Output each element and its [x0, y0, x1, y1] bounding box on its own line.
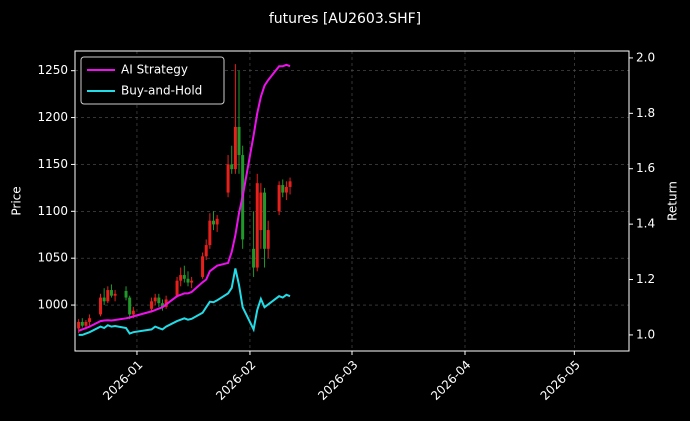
candle-body — [80, 321, 84, 326]
candle-body — [113, 293, 117, 296]
x-tick-label: 2026-04 — [428, 358, 473, 403]
y-tick-label: 1050 — [37, 251, 68, 265]
candle-body — [266, 230, 270, 249]
y-tick-label: 1200 — [37, 110, 68, 124]
candle-body — [88, 318, 92, 322]
candle-body — [157, 297, 161, 304]
candle-body — [263, 192, 267, 249]
x-tick-label: 2026-03 — [315, 358, 360, 403]
candle-body — [230, 164, 234, 170]
candle-body — [175, 280, 179, 296]
candle-body — [124, 291, 128, 298]
candle-body — [150, 301, 154, 309]
x-tick-label: 2026-02 — [213, 358, 258, 403]
y2-tick-label: 1.2 — [636, 272, 655, 286]
candle-body — [190, 280, 194, 283]
candle-body — [281, 185, 285, 193]
legend-label: AI Strategy — [121, 63, 188, 77]
candle-body — [77, 321, 81, 329]
candle-body — [109, 290, 113, 296]
candle-body — [226, 164, 230, 193]
candle-body — [288, 181, 292, 187]
y-tick-label: 1100 — [37, 204, 68, 218]
candle-body — [212, 220, 215, 225]
candle-body — [84, 321, 88, 326]
y-tick-label: 1000 — [37, 298, 68, 312]
candle-body — [128, 297, 132, 315]
candle-body — [153, 297, 157, 302]
candle-body — [102, 297, 106, 302]
y-axis-label: Price — [10, 186, 24, 215]
candle-body — [99, 297, 103, 315]
y2-tick-label: 2.0 — [636, 50, 655, 64]
candle-body — [237, 126, 241, 156]
candle-body — [259, 192, 263, 231]
candle-body — [182, 275, 186, 279]
candle-body — [233, 126, 237, 170]
legend-box — [80, 56, 225, 105]
y2-tick-label: 1.0 — [636, 327, 655, 341]
y2-tick-label: 1.6 — [636, 161, 655, 175]
candle-body — [160, 303, 164, 307]
candle-body — [252, 248, 256, 268]
candle-body — [201, 256, 205, 277]
candle-body — [131, 310, 135, 315]
y2-axis-label: Return — [666, 181, 680, 221]
y2-tick-label: 1.8 — [636, 106, 655, 120]
x-tick-label: 2026-05 — [538, 358, 583, 403]
y-tick-label: 1250 — [37, 63, 68, 77]
candle-body — [106, 290, 110, 302]
candle-body — [284, 186, 288, 193]
legend-label: Buy-and-Hold — [121, 84, 202, 98]
candle-body — [255, 183, 259, 268]
candle-body — [208, 220, 212, 246]
chart-title: futures [AU2603.SHF] — [269, 11, 421, 27]
candle-body — [215, 218, 219, 225]
x-tick-label: 2026-01 — [100, 358, 145, 403]
candle-body — [204, 245, 208, 257]
candle-body — [179, 275, 183, 281]
return-line — [78, 63, 291, 332]
candle-body — [186, 278, 190, 283]
y-tick-label: 1150 — [37, 157, 68, 171]
candle-body — [277, 185, 281, 212]
candle-body — [164, 299, 168, 307]
return-line — [78, 268, 291, 336]
plot-frame — [74, 50, 630, 352]
y2-tick-label: 1.4 — [636, 217, 655, 231]
